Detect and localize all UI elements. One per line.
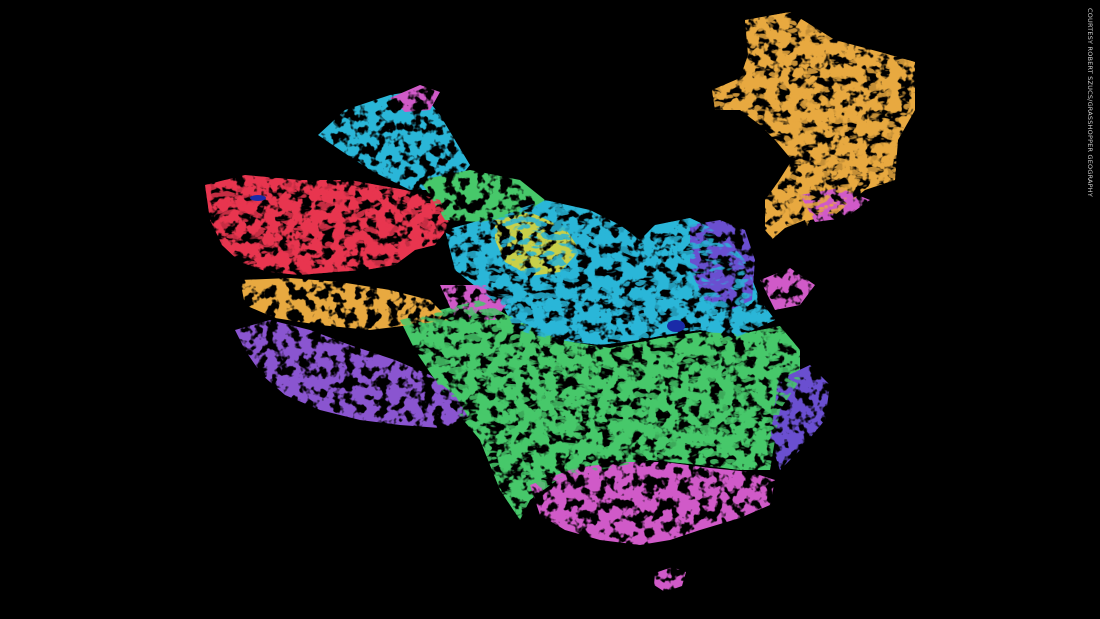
north-xinjiang-basin-2 [390, 85, 440, 112]
poyang-lake [667, 320, 685, 332]
pearl-river-basin [530, 462, 775, 545]
tibet-basin [240, 278, 450, 330]
yangtze-texture [400, 300, 800, 520]
shandong-basin [760, 268, 815, 310]
yellow-river-texture [445, 200, 775, 345]
northeast-texture [712, 12, 915, 248]
northwest-texture [205, 175, 450, 275]
hainan-island [654, 567, 686, 592]
southwest-basin [235, 320, 470, 428]
hexi-basin [420, 170, 545, 222]
north-xinjiang-basin [318, 90, 470, 190]
photo-credit: COURTESY ROBERT SZUCS/GRASSHOPPER GEOGRA… [1086, 8, 1094, 198]
bohai-sea [760, 220, 812, 270]
qinghai-lake [250, 195, 266, 201]
